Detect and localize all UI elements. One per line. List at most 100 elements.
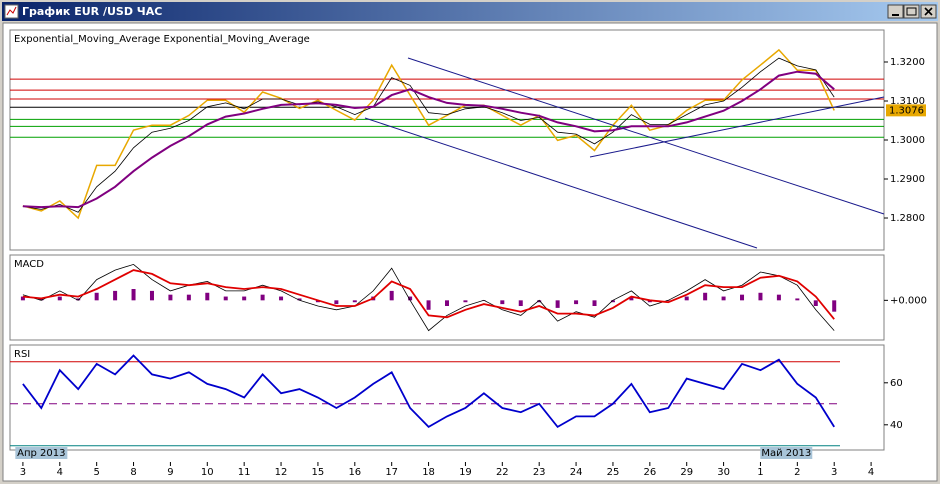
x-tick-label: 26 [643, 467, 656, 478]
histogram-bar [758, 292, 763, 301]
close-icon [924, 7, 933, 16]
histogram-bar [149, 290, 154, 301]
panel-title: Exponential_Moving_Average Exponential_M… [14, 34, 310, 45]
histogram-bar [186, 294, 191, 301]
panel [9, 254, 885, 341]
panel-title: MACD [14, 259, 44, 270]
y-tick-label: 1.2900 [890, 174, 925, 185]
month-label-box [15, 447, 68, 459]
histogram-bar [574, 300, 579, 305]
channel-upper [407, 57, 885, 215]
x-tick-label: 19 [459, 467, 472, 478]
histogram-bar [223, 296, 228, 301]
histogram-bar [592, 300, 597, 306]
x-tick-label: 16 [348, 467, 361, 478]
panel [9, 29, 885, 251]
y-tick-label: 40 [890, 420, 903, 431]
panel [9, 344, 885, 451]
histogram-bar [352, 300, 357, 303]
plots: Exponential_Moving_Average Exponential_M… [9, 29, 927, 480]
histogram-bar [113, 290, 118, 301]
trend-lines [364, 57, 885, 249]
histogram-bar [721, 296, 726, 301]
window-icon-line [6, 6, 17, 16]
maximize-button[interactable] [903, 4, 920, 19]
y-tick-label: 1.3200 [890, 57, 925, 68]
x-tick-label: 22 [496, 467, 509, 478]
histogram-bar [610, 300, 615, 303]
histogram-bar [57, 296, 62, 301]
y-tick-label: 1.3100 [890, 96, 925, 107]
panel-title: RSI [14, 349, 30, 360]
histogram-bar [426, 300, 431, 310]
histogram-bar [297, 298, 302, 301]
x-tick-label: 5 [93, 467, 99, 478]
maximize-icon [906, 7, 917, 16]
histogram-bar [518, 300, 523, 306]
histogram-bar [629, 296, 634, 301]
y-tick-label: 60 [890, 378, 903, 389]
histogram-bar [205, 292, 210, 301]
y-tick-label: 1.3000 [890, 135, 925, 146]
histogram-bar [94, 292, 99, 301]
x-tick-label: 17 [385, 467, 398, 478]
histogram-bar [408, 296, 413, 301]
histogram-bar [131, 289, 136, 301]
y-tick-label: 1.2800 [890, 213, 925, 224]
month-label: Май 2013 [761, 448, 811, 459]
x-tick-label: 9 [167, 467, 173, 478]
histogram-bar [776, 294, 781, 301]
histogram-bar [795, 298, 800, 301]
series-line [22, 269, 835, 320]
channel-lower [364, 117, 758, 249]
x-tick-label: 30 [717, 467, 730, 478]
series-line [22, 354, 835, 429]
histogram-bar [740, 294, 745, 301]
histogram-bar [445, 300, 449, 306]
price-tag [886, 104, 926, 117]
series-line [22, 57, 835, 213]
minimize-button[interactable] [887, 4, 904, 19]
x-tick-label: 1 [757, 467, 763, 478]
histogram-bar [334, 300, 339, 305]
histogram-bar [500, 300, 505, 305]
histogram-bar [684, 296, 689, 301]
x-tick-label: 4 [868, 467, 874, 478]
histogram-bar [555, 300, 560, 308]
x-tick-label: 23 [533, 467, 546, 478]
title-bar [2, 2, 938, 21]
histogram-bar [832, 300, 837, 312]
y-tick-label: +0.000 [890, 295, 927, 306]
x-tick-label: 25 [607, 467, 620, 478]
histogram-bar [20, 296, 25, 301]
histogram-bar [389, 290, 394, 301]
month-label: Апр 2013 [17, 448, 65, 459]
x-tick-label: 18 [422, 467, 435, 478]
series-line [22, 263, 835, 332]
histogram-bar [647, 300, 652, 303]
price-tag-label: 1.3076 [889, 105, 924, 116]
histogram-bar [242, 296, 247, 301]
histogram-bar [260, 294, 265, 301]
histogram-bar [279, 296, 284, 301]
series-line [22, 70, 835, 209]
x-tick-label: 3 [20, 467, 26, 478]
histogram-bar [168, 294, 173, 301]
x-tick-label: 29 [680, 467, 693, 478]
x-tick-label: 10 [201, 467, 214, 478]
x-tick-label: 8 [130, 467, 136, 478]
histogram-bar [39, 298, 44, 301]
month-label-box [760, 447, 813, 459]
up-trend-line [589, 96, 885, 158]
histogram-bar [463, 300, 468, 303]
histogram-bar [315, 300, 320, 303]
window-title: График EUR /USD ЧАС [22, 5, 162, 18]
x-tick-label: 4 [57, 467, 63, 478]
histogram-bar [537, 300, 542, 303]
histogram-bar [76, 298, 81, 301]
x-tick-label: 24 [570, 467, 583, 478]
x-tick-label: 11 [238, 467, 251, 478]
histogram-bar [813, 300, 818, 306]
